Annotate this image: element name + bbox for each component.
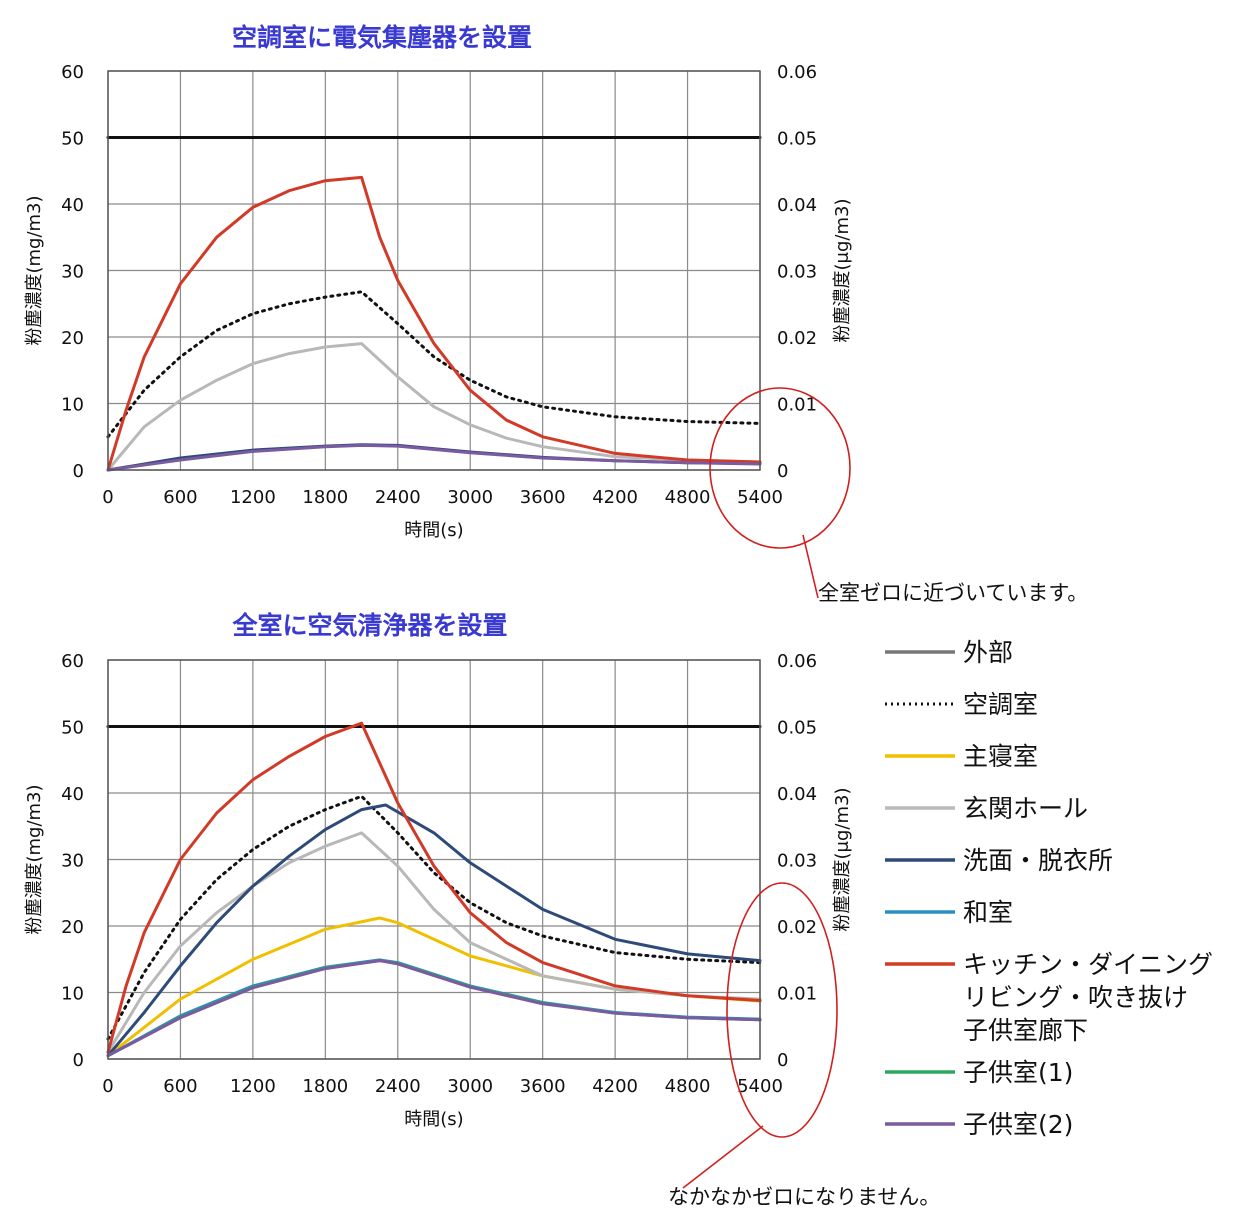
- plot-border: [107, 659, 761, 1060]
- y-tick-label: 20: [61, 917, 84, 938]
- y-tick-label: 0: [73, 1050, 84, 1071]
- series-line: [106, 721, 762, 1054]
- x-tick-label: 4800: [665, 1076, 711, 1097]
- y-tick-label: 60: [61, 651, 84, 672]
- legend-label: 子供室廊下: [963, 1016, 1088, 1045]
- x-tick-label: 600: [163, 1076, 197, 1097]
- x-tick-label: 4800: [665, 487, 711, 508]
- y2-tick-label: 0.01: [777, 395, 817, 416]
- y2-axis-label: 粉塵濃度(μg/m3): [832, 199, 853, 343]
- y2-tick-label: 0.04: [777, 195, 817, 216]
- chart-title: 空調室に電気集塵器を設置: [232, 23, 532, 52]
- x-tick-label: 1800: [302, 1076, 348, 1097]
- y2-tick-label: 0.05: [777, 718, 817, 739]
- x-axis-label: 時間(s): [404, 520, 463, 541]
- series-line: [106, 831, 762, 1054]
- legend-label: 子供室(1): [963, 1058, 1073, 1087]
- legend-label: 玄関ホール: [963, 794, 1088, 823]
- y-tick-label: 30: [61, 262, 84, 283]
- y2-tick-label: 0.02: [777, 917, 817, 938]
- y-axis-label: 粉塵濃度(mg/m3): [24, 195, 45, 345]
- annotation-pointer: [682, 1125, 764, 1189]
- x-tick-label: 5400: [737, 1076, 783, 1097]
- y2-tick-label: 0: [777, 1050, 788, 1071]
- x-tick-label: 5400: [737, 487, 783, 508]
- legend-label: キッチン・ダイニング: [963, 950, 1213, 979]
- x-tick-label: 0: [102, 487, 113, 508]
- y2-tick-label: 0.03: [777, 851, 817, 872]
- x-tick-label: 1800: [302, 487, 348, 508]
- y-axis-label: 粉塵濃度(mg/m3): [24, 784, 45, 934]
- x-tick-label: 1200: [230, 487, 276, 508]
- y2-tick-label: 0.06: [777, 651, 817, 672]
- series-line: [106, 175, 762, 472]
- chart-title: 全室に空気清浄器を設置: [231, 611, 507, 640]
- y2-tick-label: 0.05: [777, 129, 817, 150]
- x-tick-label: 2400: [375, 487, 421, 508]
- y-tick-label: 10: [61, 395, 84, 416]
- y-tick-label: 30: [61, 851, 84, 872]
- y-tick-label: 10: [61, 984, 84, 1005]
- y2-tick-label: 0.02: [777, 328, 817, 349]
- series-line: [106, 794, 762, 1041]
- y2-tick-label: 0.03: [777, 262, 817, 283]
- y2-axis-label: 粉塵濃度(μg/m3): [832, 788, 853, 932]
- plot-border: [107, 70, 761, 471]
- legend-label: 外部: [963, 638, 1013, 667]
- y-tick-label: 20: [61, 328, 84, 349]
- x-tick-label: 3000: [447, 1076, 493, 1097]
- series-line: [106, 290, 762, 439]
- highlight-circle: [726, 882, 838, 1138]
- y-tick-label: 40: [61, 195, 84, 216]
- series-line: [106, 803, 762, 1058]
- x-tick-label: 2400: [375, 1076, 421, 1097]
- x-tick-label: 600: [163, 487, 197, 508]
- legend-label: 洗面・脱衣所: [963, 846, 1113, 875]
- legend-label: 主寝室: [963, 742, 1038, 771]
- legend-label: リビング・吹き抜け: [963, 983, 1188, 1012]
- legend-label: 空調室: [963, 690, 1038, 719]
- x-axis-label: 時間(s): [404, 1109, 463, 1130]
- x-tick-label: 3000: [447, 487, 493, 508]
- legend-label: 和室: [963, 898, 1013, 927]
- highlight-circle: [709, 387, 851, 549]
- y-tick-label: 60: [61, 62, 84, 83]
- y-tick-label: 50: [61, 718, 84, 739]
- y2-tick-label: 0.01: [777, 984, 817, 1005]
- annotation-text: 全室ゼロに近づいています。: [818, 581, 1088, 605]
- y-tick-label: 40: [61, 784, 84, 805]
- x-tick-label: 3600: [520, 1076, 566, 1097]
- series-line: [106, 959, 762, 1058]
- legend-label: 子供室(2): [963, 1110, 1073, 1139]
- y2-tick-label: 0.04: [777, 784, 817, 805]
- annotation-pointer: [802, 534, 819, 599]
- series-line: [106, 342, 762, 472]
- y2-tick-label: 0: [777, 461, 788, 482]
- y-tick-label: 0: [73, 461, 84, 482]
- series-line: [106, 443, 762, 472]
- x-tick-label: 4200: [592, 1076, 638, 1097]
- annotation-text: なかなかゼロになりません。: [668, 1185, 940, 1209]
- x-tick-label: 4200: [592, 487, 638, 508]
- x-tick-label: 1200: [230, 1076, 276, 1097]
- x-tick-label: 0: [102, 1076, 113, 1097]
- x-tick-label: 3600: [520, 487, 566, 508]
- y-tick-label: 50: [61, 129, 84, 150]
- y2-tick-label: 0.06: [777, 62, 817, 83]
